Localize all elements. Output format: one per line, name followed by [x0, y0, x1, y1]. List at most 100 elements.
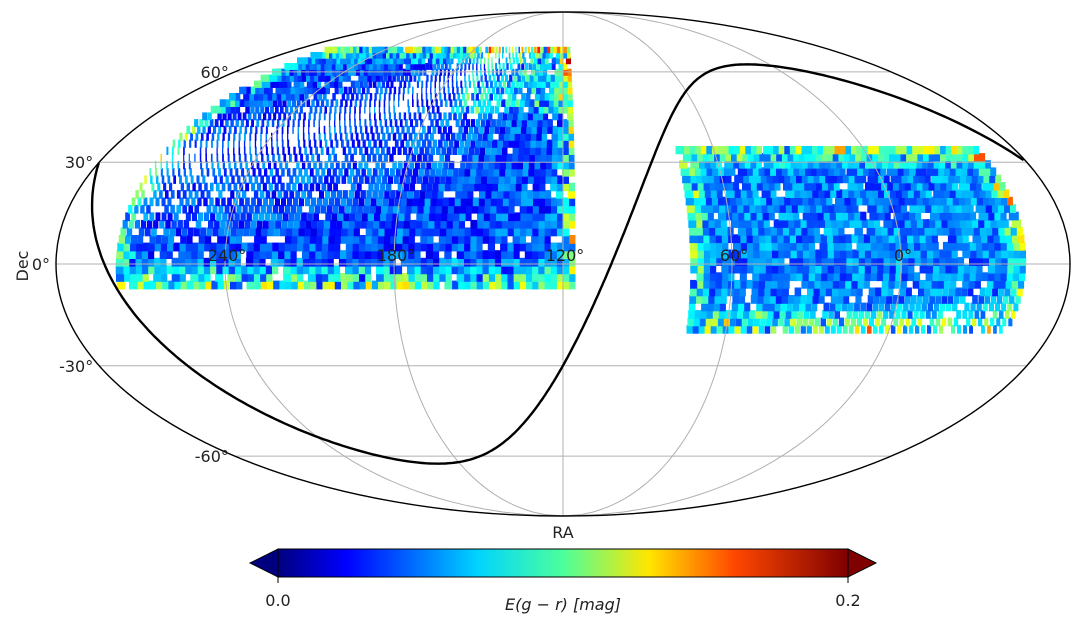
- map-pixel: [829, 167, 840, 176]
- map-pixel: [289, 105, 294, 114]
- map-pixel: [986, 241, 995, 251]
- map-pixel: [344, 168, 349, 177]
- map-pixel: [555, 212, 564, 222]
- map-pixel: [371, 227, 379, 237]
- map-pixel: [1000, 264, 1008, 274]
- map-pixel: [382, 280, 391, 290]
- map-pixel: [316, 197, 323, 207]
- map-pixel: [532, 80, 537, 88]
- map-pixel: [513, 212, 521, 222]
- map-pixel: [382, 175, 388, 184]
- map-pixel: [431, 190, 438, 199]
- map-pixel: [867, 146, 879, 155]
- map-pixel: [770, 249, 779, 259]
- map-pixel: [429, 204, 436, 214]
- map-pixel: [484, 93, 489, 101]
- map-pixel: [424, 132, 429, 141]
- map-pixel: [357, 257, 365, 267]
- map-pixel: [782, 287, 789, 297]
- map-pixel: [902, 325, 908, 334]
- map-pixel: [814, 272, 822, 282]
- map-pixel: [374, 119, 377, 128]
- map-pixel: [420, 119, 424, 128]
- map-pixel: [750, 295, 758, 304]
- map-pixel: [818, 325, 824, 334]
- map-pixel: [402, 190, 408, 199]
- map-pixel: [434, 86, 436, 95]
- map-pixel: [427, 125, 431, 134]
- map-pixel: [848, 325, 854, 334]
- map-pixel: [790, 146, 801, 155]
- map-pixel: [690, 264, 698, 274]
- map-pixel: [274, 182, 279, 192]
- map-pixel: [537, 74, 543, 82]
- map-pixel: [372, 168, 378, 177]
- map-pixel: [960, 174, 972, 184]
- map-pixel: [474, 125, 479, 134]
- map-pixel: [220, 105, 226, 114]
- map-pixel: [891, 189, 902, 198]
- map-pixel: [118, 235, 125, 244]
- map-pixel: [261, 86, 269, 95]
- map-pixel: [326, 250, 334, 259]
- map-pixel: [203, 242, 211, 252]
- map-pixel: [432, 280, 440, 290]
- map-pixel: [202, 175, 206, 184]
- map-pixel: [896, 325, 902, 334]
- map-pixel: [389, 242, 396, 252]
- map-pixel: [264, 265, 272, 275]
- map-pixel: [252, 168, 256, 177]
- map-pixel: [504, 105, 509, 114]
- map-pixel: [479, 182, 487, 192]
- map-pixel: [257, 93, 264, 101]
- map-pixel: [929, 295, 935, 304]
- map-pixel: [233, 146, 235, 155]
- map-pixel: [388, 93, 391, 101]
- map-pixel: [485, 80, 489, 88]
- map-pixel: [411, 204, 418, 214]
- map-pixel: [1004, 310, 1010, 319]
- map-pixel: [283, 265, 291, 275]
- map-pixel: [313, 160, 317, 170]
- map-pixel: [125, 212, 130, 222]
- map-pixel: [356, 182, 362, 192]
- map-pixel: [702, 249, 711, 259]
- map-pixel: [451, 46, 457, 54]
- map-pixel: [419, 280, 428, 290]
- map-pixel: [800, 234, 809, 244]
- map-pixel: [913, 219, 923, 228]
- map-pixel: [696, 160, 705, 169]
- map-pixel: [512, 235, 520, 244]
- map-pixel: [216, 153, 219, 163]
- map-pixel: [407, 105, 410, 114]
- map-pixel: [860, 302, 867, 312]
- map-pixel: [415, 219, 423, 229]
- map-pixel: [427, 182, 433, 192]
- map-pixel: [371, 235, 378, 244]
- map-pixel: [447, 80, 449, 88]
- map-pixel: [521, 46, 524, 54]
- map-pixel: [940, 226, 950, 236]
- map-pixel: [829, 302, 836, 312]
- map-pixel: [974, 219, 985, 228]
- map-pixel: [413, 63, 418, 70]
- map-pixel: [216, 242, 223, 252]
- map-pixel: [894, 264, 902, 274]
- map-pixel: [505, 86, 509, 95]
- map-pixel: [452, 52, 457, 59]
- map-pixel: [184, 280, 193, 290]
- map-pixel: [963, 325, 967, 334]
- map-pixel: [538, 182, 546, 192]
- map-pixel: [444, 242, 452, 252]
- map-pixel: [314, 242, 322, 252]
- map-pixel: [339, 112, 341, 121]
- map-pixel: [253, 99, 259, 107]
- map-pixel: [744, 153, 754, 162]
- map-pixel: [190, 265, 198, 275]
- map-pixel: [452, 219, 459, 229]
- map-pixel: [561, 242, 570, 252]
- map-pixel: [525, 125, 532, 134]
- map-pixel: [537, 46, 541, 54]
- map-pixel: [993, 325, 997, 334]
- map-pixel: [688, 219, 697, 228]
